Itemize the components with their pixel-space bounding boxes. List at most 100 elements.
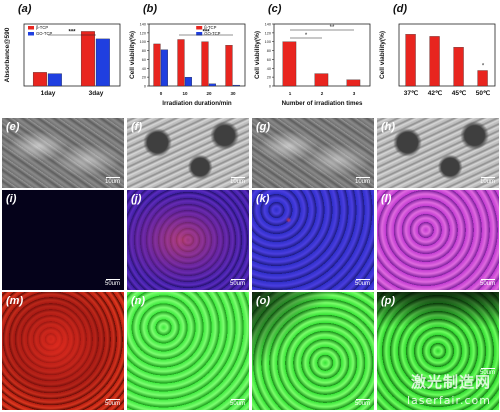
y-tick-label: 60	[267, 58, 271, 62]
fluor-panel-o: (o) 50um	[252, 292, 374, 410]
panel-letter: (h)	[381, 121, 396, 133]
panel-letter: (b)	[143, 3, 157, 15]
fluor-panel-k: (k) 50um	[252, 190, 374, 290]
y-tick-label: 100	[140, 40, 146, 44]
y-tick-label: 120	[265, 31, 271, 35]
y-tick-label: 40	[267, 67, 271, 71]
significance-label: ***	[68, 30, 76, 36]
bar	[453, 47, 464, 87]
bar	[153, 43, 161, 87]
x-tick-label: 0	[160, 91, 163, 96]
plot-frame	[398, 23, 496, 87]
panel-letter: (g)	[256, 121, 271, 133]
bar	[160, 49, 168, 87]
chart-svg: (b) Cell viability(%) 0 20 40 60 80 100 120 140 0 1…	[129, 3, 246, 107]
bar	[201, 41, 209, 87]
plot-frame	[23, 23, 121, 87]
chart-svg: (d) Cell viability(%) 37℃ 42℃ 45℃ 50℃ *	[379, 3, 496, 97]
fluor-panel-m: (m) 50um	[2, 292, 124, 410]
bar	[314, 73, 329, 87]
scale-bar: 50um	[105, 278, 120, 287]
y-tick-label: 100	[265, 40, 271, 44]
bar	[282, 41, 297, 87]
scale-bar: 50um	[230, 278, 245, 287]
y-axis-label: Cell viability(%)	[379, 31, 386, 79]
y-tick-label: 20	[267, 76, 271, 80]
fluor-panel-n: (n) 50um	[127, 292, 249, 410]
legend-label: β-TCP	[204, 25, 216, 30]
y-tick-label: 60	[142, 58, 146, 62]
x-tick-label: 2	[321, 91, 324, 96]
panel-letter: (o)	[256, 295, 271, 307]
significance-label: *	[305, 33, 308, 39]
significance-label: ***	[202, 30, 210, 36]
scale-bar: 10um	[230, 176, 245, 185]
bar	[405, 34, 416, 87]
bar	[429, 36, 440, 87]
chart-viability-times: (c) Cell viability(%) 0 20 40 60 80 100 120 140 1 2…	[250, 0, 375, 118]
panel-letter: (i)	[6, 193, 17, 205]
chart-viability-duration: (b) Cell viability(%) 0 20 40 60 80 100 120 140 0 1…	[125, 0, 250, 118]
x-tick-label: 37℃	[404, 89, 419, 97]
fluor-panel-p: (p) 50um 激光制造网 laserfair.com	[377, 292, 499, 410]
y-tick-label: 0	[269, 85, 271, 89]
sem-panel-f: (f) 10um	[127, 118, 249, 188]
x-tick-label: 45℃	[452, 89, 467, 97]
panel-letter: (p)	[381, 295, 396, 307]
scale-bar: 10um	[105, 176, 120, 185]
y-tick-label: 80	[142, 49, 146, 53]
y-axis-label: Cell viability(%)	[129, 31, 136, 79]
bar	[477, 70, 488, 87]
legend-swatch	[28, 26, 34, 30]
bar	[177, 39, 185, 87]
x-tick-label: 1day	[41, 90, 56, 97]
legend-swatch	[196, 26, 203, 30]
scale-bar: 50um	[105, 398, 120, 407]
legend-label: GO-TCP	[36, 31, 52, 36]
watermark-cn: 激光制造网	[410, 373, 491, 391]
panel-letter: (n)	[131, 295, 146, 307]
legend-label: β-TCP	[36, 25, 48, 30]
panel-letter: (c)	[268, 3, 282, 15]
chart-absorbance: (a) Absorbance@590 1day 3day β-TCP GO-TCP ***	[0, 0, 125, 118]
panel-letter: (k)	[256, 193, 270, 205]
panel-letter: (j)	[131, 193, 142, 205]
x-tick-label: 1	[289, 91, 292, 96]
watermark-en: laserfair.com	[407, 394, 491, 407]
scale-bar: 10um	[355, 176, 370, 185]
fluor-panel-j: (j) 50um	[127, 190, 249, 290]
y-tick-label: 0	[144, 85, 146, 89]
bar	[184, 76, 192, 87]
sem-panel-g: (g) 10um	[252, 118, 374, 188]
x-tick-label: 10	[182, 91, 188, 96]
panel-letter: (f)	[131, 121, 142, 133]
x-tick-label: 20	[206, 91, 212, 96]
y-axis-label: Cell viability(%)	[254, 31, 261, 79]
x-axis-label: Number of irradiation times	[282, 100, 363, 107]
y-tick-label: 40	[142, 67, 146, 71]
x-tick-label: 42℃	[428, 89, 443, 97]
bar	[95, 38, 110, 87]
plot-frame	[148, 23, 246, 87]
scale-bar: 50um	[480, 278, 495, 287]
y-tick-label: 140	[140, 23, 146, 27]
sem-panel-e: (e) 10um	[2, 118, 124, 188]
panel-letter: (l)	[381, 193, 392, 205]
x-tick-label: 3day	[89, 90, 104, 97]
scale-bar: 50um	[480, 367, 495, 376]
scale-bar: 50um	[355, 278, 370, 287]
sem-panel-h: (h) 10um	[377, 118, 499, 188]
x-axis-label: Irradiation duration/min	[162, 100, 232, 107]
fluor-panel-l: (l) 50um	[377, 190, 499, 290]
y-tick-label: 120	[140, 31, 146, 35]
x-tick-label: 30	[230, 91, 236, 96]
significance-label: **	[330, 25, 335, 31]
scale-bar: 10um	[480, 176, 495, 185]
scale-bar: 50um	[230, 398, 245, 407]
x-tick-label: 50℃	[476, 89, 491, 97]
bar	[208, 83, 216, 87]
significance-label: *	[482, 64, 485, 70]
bar	[47, 73, 62, 87]
x-tick-label: 3	[353, 91, 356, 96]
fluor-panel-i: (i) 50um	[2, 190, 124, 290]
